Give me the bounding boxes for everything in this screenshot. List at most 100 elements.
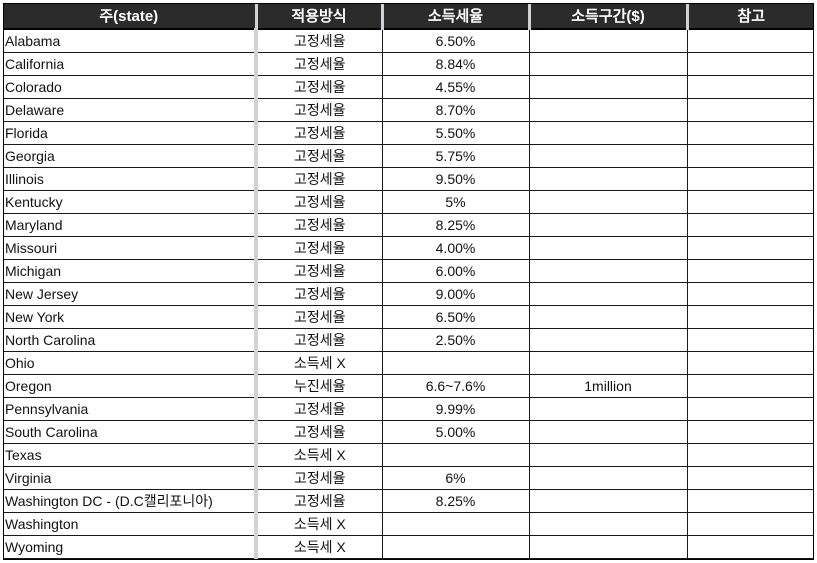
cell-method[interactable]: 고정세율 xyxy=(256,121,383,145)
cell-note[interactable] xyxy=(687,144,814,168)
cell-bracket[interactable] xyxy=(529,213,688,237)
cell-method[interactable]: 고정세율 xyxy=(256,144,383,168)
cell-state[interactable]: Oregon xyxy=(3,374,258,398)
cell-state[interactable]: Pennsylvania xyxy=(3,397,258,421)
cell-rate[interactable] xyxy=(382,535,530,559)
cell-bracket[interactable] xyxy=(529,489,688,513)
cell-method[interactable]: 고정세율 xyxy=(256,305,383,329)
cell-bracket[interactable] xyxy=(529,466,688,490)
cell-method[interactable]: 고정세율 xyxy=(256,282,383,306)
cell-rate[interactable] xyxy=(382,351,530,375)
cell-rate[interactable]: 9.99% xyxy=(382,397,530,421)
cell-state[interactable]: New York xyxy=(3,305,258,329)
cell-note[interactable] xyxy=(687,29,814,53)
cell-state[interactable]: California xyxy=(3,52,258,76)
cell-state[interactable]: Wyoming xyxy=(3,535,258,559)
cell-rate[interactable] xyxy=(382,443,530,467)
cell-rate[interactable]: 6% xyxy=(382,466,530,490)
cell-method[interactable]: 소득세 X xyxy=(256,443,383,467)
cell-bracket[interactable] xyxy=(529,443,688,467)
cell-state[interactable]: Michigan xyxy=(3,259,258,283)
cell-rate[interactable]: 2.50% xyxy=(382,328,530,352)
cell-bracket[interactable] xyxy=(529,29,688,53)
cell-method[interactable]: 고정세율 xyxy=(256,98,383,122)
cell-note[interactable] xyxy=(687,512,814,536)
cell-method[interactable]: 누진세율 xyxy=(256,374,383,398)
cell-bracket[interactable] xyxy=(529,259,688,283)
header-method[interactable]: 적용방식 xyxy=(256,3,384,30)
cell-bracket[interactable] xyxy=(529,328,688,352)
cell-rate[interactable]: 6.6~7.6% xyxy=(382,374,530,398)
cell-rate[interactable]: 5.50% xyxy=(382,121,530,145)
cell-note[interactable] xyxy=(687,420,814,444)
cell-rate[interactable]: 4.00% xyxy=(382,236,530,260)
cell-method[interactable]: 소득세 X xyxy=(256,351,383,375)
cell-note[interactable] xyxy=(687,190,814,214)
cell-bracket[interactable] xyxy=(529,52,688,76)
cell-state[interactable]: Maryland xyxy=(3,213,258,237)
cell-rate[interactable]: 8.25% xyxy=(382,489,530,513)
cell-note[interactable] xyxy=(687,535,814,559)
cell-bracket[interactable] xyxy=(529,512,688,536)
cell-method[interactable]: 고정세율 xyxy=(256,167,383,191)
cell-method[interactable]: 고정세율 xyxy=(256,420,383,444)
cell-note[interactable] xyxy=(687,259,814,283)
cell-state[interactable]: Alabama xyxy=(3,29,258,53)
cell-rate[interactable]: 5.75% xyxy=(382,144,530,168)
cell-note[interactable] xyxy=(687,351,814,375)
cell-method[interactable]: 고정세율 xyxy=(256,236,383,260)
cell-note[interactable] xyxy=(687,466,814,490)
cell-note[interactable] xyxy=(687,305,814,329)
cell-bracket[interactable] xyxy=(529,535,688,559)
cell-bracket[interactable]: 1million xyxy=(529,374,688,398)
cell-state[interactable]: Florida xyxy=(3,121,258,145)
cell-method[interactable]: 고정세율 xyxy=(256,259,383,283)
cell-rate[interactable]: 9.00% xyxy=(382,282,530,306)
cell-rate[interactable]: 6.00% xyxy=(382,259,530,283)
cell-rate[interactable]: 8.70% xyxy=(382,98,530,122)
cell-state[interactable]: Missouri xyxy=(3,236,258,260)
cell-bracket[interactable] xyxy=(529,351,688,375)
cell-state[interactable]: Texas xyxy=(3,443,258,467)
cell-state[interactable]: Virginia xyxy=(3,466,258,490)
cell-note[interactable] xyxy=(687,374,814,398)
cell-rate[interactable]: 6.50% xyxy=(382,305,530,329)
cell-method[interactable]: 고정세율 xyxy=(256,75,383,99)
header-state[interactable]: 주(state) xyxy=(3,3,258,30)
cell-method[interactable]: 소득세 X xyxy=(256,512,383,536)
cell-bracket[interactable] xyxy=(529,236,688,260)
cell-rate[interactable]: 8.25% xyxy=(382,213,530,237)
cell-note[interactable] xyxy=(687,167,814,191)
cell-bracket[interactable] xyxy=(529,144,688,168)
cell-state[interactable]: New Jersey xyxy=(3,282,258,306)
cell-bracket[interactable] xyxy=(529,420,688,444)
cell-method[interactable]: 고정세율 xyxy=(256,328,383,352)
cell-method[interactable]: 고정세율 xyxy=(256,466,383,490)
cell-state[interactable]: Illinois xyxy=(3,167,258,191)
cell-bracket[interactable] xyxy=(529,282,688,306)
cell-method[interactable]: 고정세율 xyxy=(256,29,383,53)
cell-state[interactable]: Washington xyxy=(3,512,258,536)
cell-rate[interactable]: 5.00% xyxy=(382,420,530,444)
header-note[interactable]: 참고 xyxy=(687,3,814,30)
cell-bracket[interactable] xyxy=(529,75,688,99)
cell-state[interactable]: Washington DC - (D.C캘리포니아) xyxy=(3,489,258,513)
cell-method[interactable]: 고정세율 xyxy=(256,213,383,237)
cell-bracket[interactable] xyxy=(529,305,688,329)
cell-rate[interactable] xyxy=(382,512,530,536)
cell-note[interactable] xyxy=(687,236,814,260)
header-bracket[interactable]: 소득구간($) xyxy=(529,3,689,30)
cell-note[interactable] xyxy=(687,121,814,145)
cell-note[interactable] xyxy=(687,328,814,352)
cell-method[interactable]: 고정세율 xyxy=(256,489,383,513)
cell-state[interactable]: North Carolina xyxy=(3,328,258,352)
cell-bracket[interactable] xyxy=(529,190,688,214)
cell-state[interactable]: Georgia xyxy=(3,144,258,168)
cell-bracket[interactable] xyxy=(529,98,688,122)
cell-note[interactable] xyxy=(687,52,814,76)
cell-rate[interactable]: 6.50% xyxy=(382,29,530,53)
cell-state[interactable]: South Carolina xyxy=(3,420,258,444)
cell-method[interactable]: 소득세 X xyxy=(256,535,383,559)
cell-note[interactable] xyxy=(687,75,814,99)
cell-note[interactable] xyxy=(687,489,814,513)
